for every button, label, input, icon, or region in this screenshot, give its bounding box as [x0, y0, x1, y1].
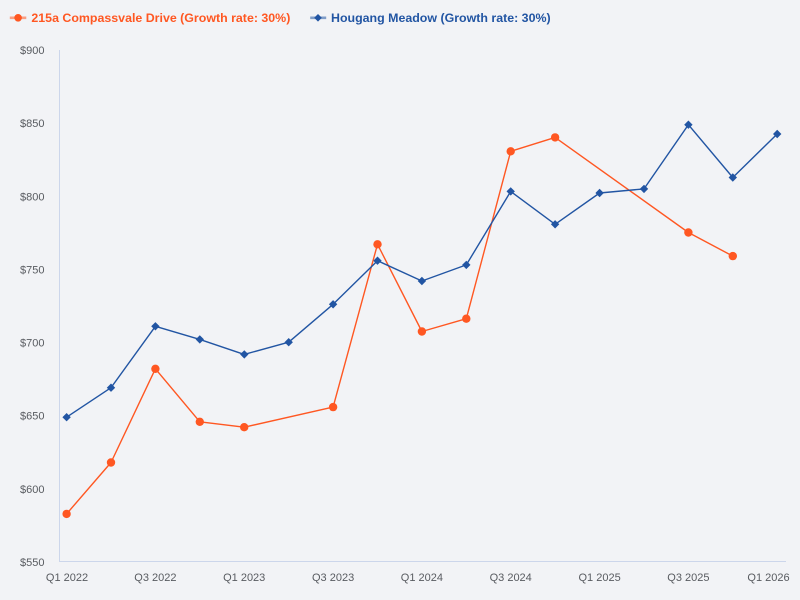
- svg-text:Q1 2022: Q1 2022: [46, 572, 88, 584]
- svg-text:$600: $600: [20, 484, 44, 496]
- svg-text:Q3 2024: Q3 2024: [490, 572, 532, 584]
- svg-text:Q3 2022: Q3 2022: [134, 572, 176, 584]
- svg-text:Q1 2023: Q1 2023: [223, 572, 265, 584]
- svg-text:$850: $850: [20, 118, 44, 130]
- svg-text:$550: $550: [20, 557, 44, 569]
- svg-text:$650: $650: [20, 411, 44, 423]
- svg-text:$700: $700: [20, 338, 44, 350]
- svg-text:$750: $750: [20, 264, 44, 276]
- svg-text:Q1 2024: Q1 2024: [401, 572, 443, 584]
- svg-text:215a Compassvale Drive (Growth: 215a Compassvale Drive (Growth rate: 30%…: [31, 11, 290, 25]
- svg-text:Q3 2025: Q3 2025: [667, 572, 709, 584]
- svg-text:$800: $800: [20, 191, 44, 203]
- svg-text:Q1 2026: Q1 2026: [747, 572, 789, 584]
- svg-text:$900: $900: [20, 45, 44, 57]
- svg-text:Q1 2025: Q1 2025: [578, 572, 620, 584]
- svg-text:Hougang Meadow (Growth rate: 3: Hougang Meadow (Growth rate: 30%): [331, 11, 551, 25]
- svg-text:Q3 2023: Q3 2023: [312, 572, 354, 584]
